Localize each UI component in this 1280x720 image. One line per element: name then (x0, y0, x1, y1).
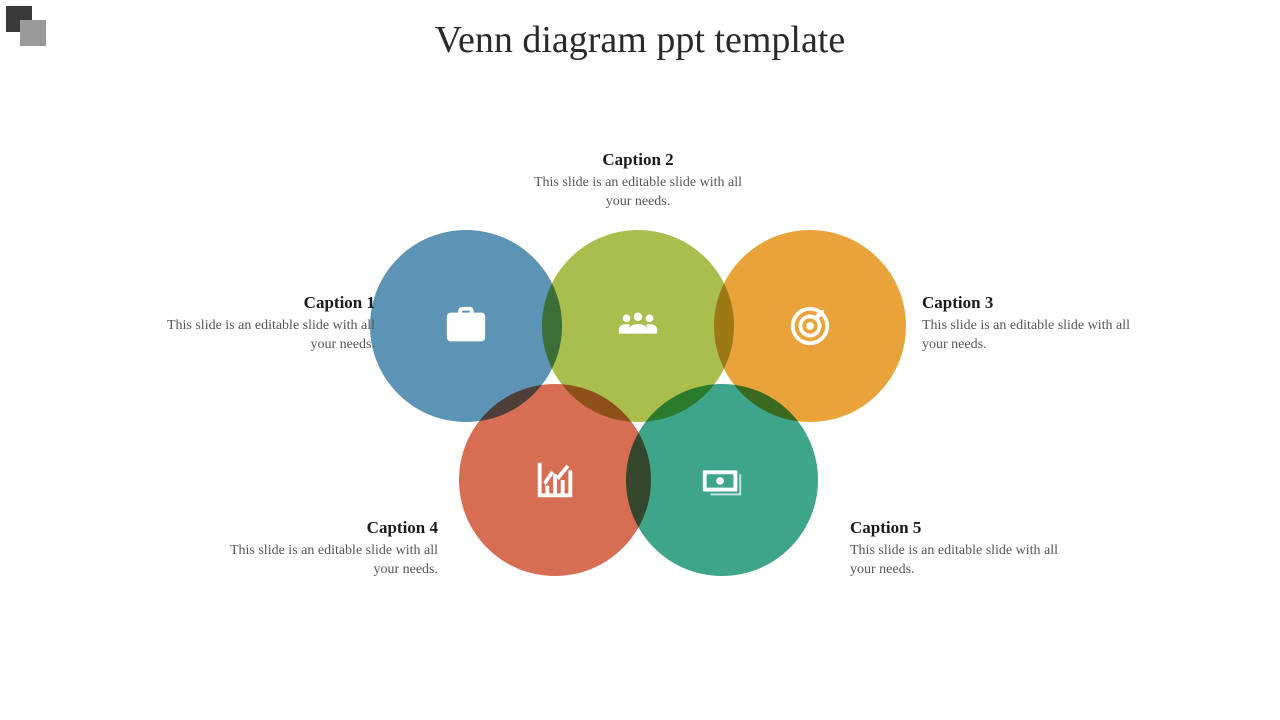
target-icon (787, 303, 833, 349)
page-title: Venn diagram ppt template (0, 18, 1280, 62)
caption-1-title: Caption 1 (145, 293, 375, 313)
caption-2-title: Caption 2 (523, 150, 753, 170)
venn-diagram (370, 230, 910, 630)
caption-1-desc: This slide is an editable slide with all… (145, 317, 375, 355)
venn-circle-5 (626, 384, 818, 576)
caption-4: Caption 4 This slide is an editable slide… (208, 518, 438, 580)
caption-5-title: Caption 5 (850, 518, 1080, 538)
briefcase-icon (443, 303, 489, 349)
caption-3-desc: This slide is an editable slide with all… (922, 317, 1152, 355)
caption-5-desc: This slide is an editable slide with all… (850, 542, 1080, 580)
caption-3: Caption 3 This slide is an editable slide… (922, 293, 1152, 355)
bar-chart-icon (532, 457, 578, 503)
caption-2-desc: This slide is an editable slide with all… (523, 174, 753, 212)
caption-4-desc: This slide is an editable slide with all… (208, 542, 438, 580)
caption-2: Caption 2 This slide is an editable slide… (523, 150, 753, 212)
caption-5: Caption 5 This slide is an editable slide… (850, 518, 1080, 580)
caption-3-title: Caption 3 (922, 293, 1152, 313)
venn-circle-4 (459, 384, 651, 576)
caption-1: Caption 1 This slide is an editable slide… (145, 293, 375, 355)
money-icon (699, 457, 745, 503)
caption-4-title: Caption 4 (208, 518, 438, 538)
people-icon (615, 303, 661, 349)
